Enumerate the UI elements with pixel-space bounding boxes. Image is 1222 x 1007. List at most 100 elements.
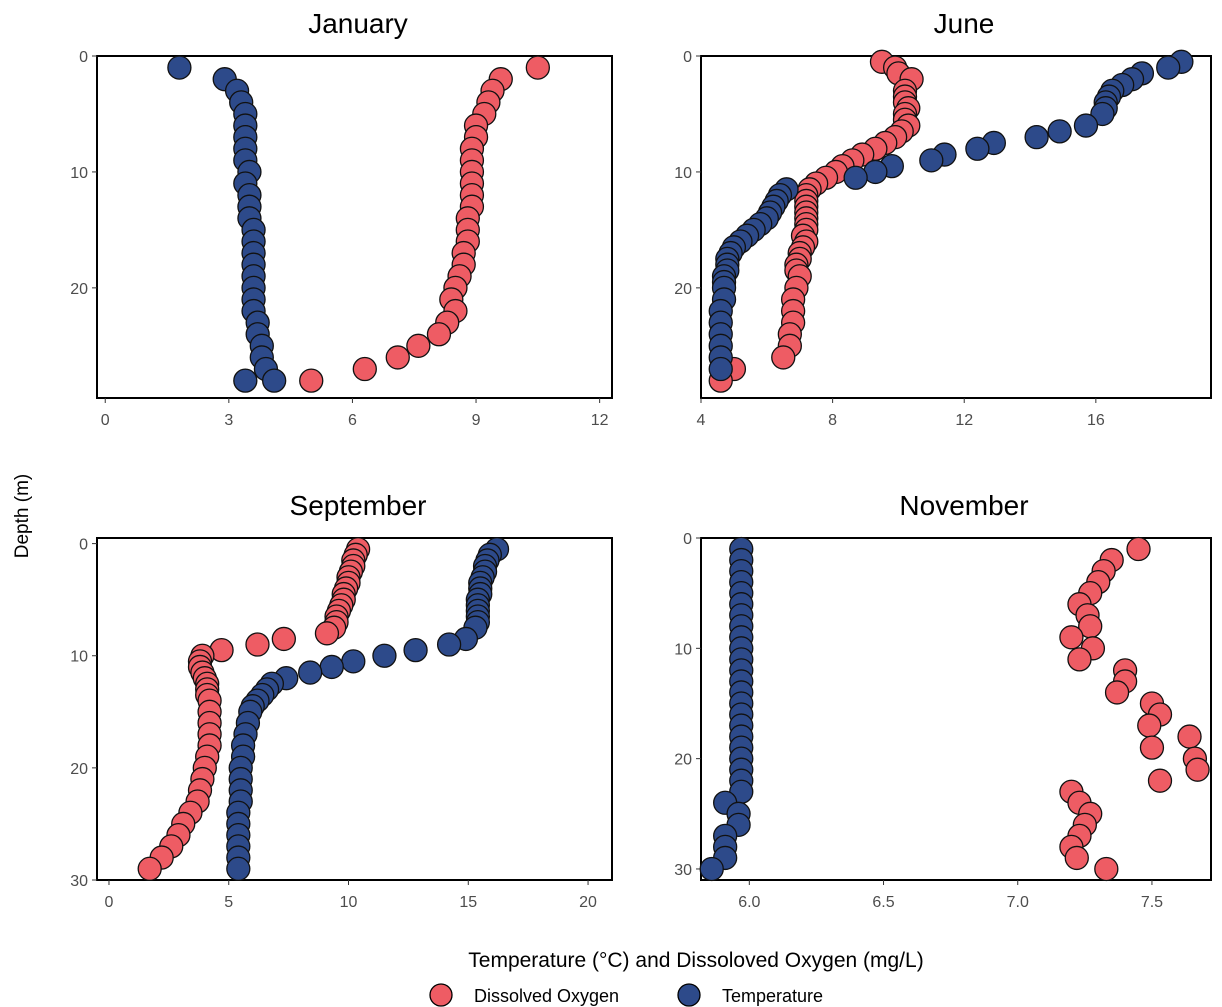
panel-title-november: November — [899, 490, 1028, 521]
data-point-dissolved-oxygen — [426, 322, 452, 347]
data-point-dissolved-oxygen — [1126, 536, 1151, 562]
x-tick-label: 4 — [697, 412, 706, 429]
legend-key-dissolved-oxygen — [429, 983, 453, 1007]
data-point-dissolved-oxygen — [1185, 757, 1210, 782]
series-temperature-november — [699, 536, 754, 882]
x-tick-label: 0 — [101, 412, 110, 429]
panel-title-september: September — [290, 490, 427, 521]
x-axis-label: Temperature (°C) and Dissoloved Oxygen (… — [468, 949, 923, 972]
data-point-temperature — [1156, 55, 1181, 80]
data-point-temperature — [843, 165, 868, 190]
data-point-dissolved-oxygen — [1094, 856, 1119, 882]
series-temperature-june — [708, 49, 1194, 382]
y-tick-label: 30 — [70, 873, 88, 890]
panel-january: January 0 3 6 9 12 0 10 20 — [70, 8, 613, 429]
legend-label-temperature: Temperature — [722, 986, 823, 1006]
data-point-temperature — [403, 637, 428, 663]
data-point-temperature — [262, 368, 287, 393]
series-temperature-september — [226, 537, 510, 881]
x-tick-label: 8 — [828, 412, 837, 429]
series-dissolved-oxygen-september — [137, 537, 371, 881]
panel-title-june: June — [934, 8, 995, 39]
y-tick-label: 0 — [683, 49, 692, 66]
data-point-temperature — [1090, 101, 1115, 127]
x-tick-label: 15 — [459, 894, 477, 911]
data-point-temperature — [233, 368, 258, 393]
y-tick-label: 10 — [70, 165, 88, 182]
data-point-dissolved-oxygen — [1137, 713, 1162, 738]
panel-june: June 4 8 12 16 0 10 20 — [674, 8, 1212, 429]
data-point-dissolved-oxygen — [1147, 768, 1173, 793]
data-point-dissolved-oxygen — [1104, 680, 1130, 705]
data-point-dissolved-oxygen — [1067, 647, 1092, 672]
x-tick-label: 6 — [348, 412, 357, 429]
x-tick-label: 6.5 — [872, 894, 894, 911]
data-point-dissolved-oxygen — [406, 333, 431, 358]
legend-key-temperature — [677, 983, 701, 1007]
data-point-temperature — [372, 643, 397, 668]
y-tick-label: 10 — [674, 641, 692, 658]
y-tick-label: 20 — [70, 761, 88, 778]
x-tick-label: 0 — [105, 894, 114, 911]
x-tick-label: 3 — [224, 412, 233, 429]
y-tick-label: 20 — [674, 752, 692, 769]
data-point-dissolved-oxygen — [525, 55, 550, 80]
data-point-temperature — [708, 356, 733, 382]
data-point-dissolved-oxygen — [299, 368, 324, 393]
y-tick-label: 20 — [70, 281, 88, 298]
x-tick-label: 20 — [579, 894, 597, 911]
data-point-temperature — [226, 856, 251, 881]
data-point-temperature — [167, 55, 192, 80]
y-tick-label: 0 — [683, 531, 692, 548]
data-point-dissolved-oxygen — [1139, 735, 1165, 760]
data-point-temperature — [1024, 125, 1049, 150]
data-point-dissolved-oxygen — [1064, 845, 1089, 871]
data-point-temperature — [1073, 113, 1099, 138]
y-axis-label: Depth (m) — [12, 474, 33, 558]
legend: Dissolved Oxygen Temperature — [429, 983, 823, 1007]
x-tick-label: 7.5 — [1141, 894, 1163, 911]
data-point-dissolved-oxygen — [271, 626, 296, 652]
legend-label-dissolved-oxygen: Dissolved Oxygen — [474, 986, 619, 1006]
panel-september: September 0 5 10 15 20 0 10 20 30 — [70, 490, 613, 911]
data-point-dissolved-oxygen — [245, 632, 270, 657]
y-tick-label: 10 — [674, 165, 692, 182]
data-point-temperature — [298, 660, 323, 685]
data-point-dissolved-oxygen — [137, 856, 162, 881]
y-tick-label: 20 — [674, 281, 692, 298]
panel-frame-november — [700, 537, 1212, 881]
series-temperature-january — [167, 55, 287, 393]
data-point-dissolved-oxygen — [385, 345, 410, 370]
data-point-temperature — [341, 649, 366, 674]
x-tick-label: 5 — [224, 894, 233, 911]
data-point-dissolved-oxygen — [352, 356, 377, 382]
data-point-temperature — [919, 148, 944, 173]
data-point-temperature — [319, 654, 344, 680]
y-tick-label: 0 — [79, 49, 88, 66]
y-tick-label: 30 — [674, 862, 692, 879]
series-dissolved-oxygen-november — [1059, 536, 1210, 882]
x-tick-label: 10 — [340, 894, 358, 911]
x-tick-label: 9 — [472, 412, 481, 429]
data-point-temperature — [436, 632, 462, 657]
data-point-dissolved-oxygen — [1059, 625, 1084, 650]
y-tick-label: 0 — [79, 537, 88, 554]
y-tick-label: 10 — [70, 649, 88, 666]
series-dissolved-oxygen-june — [708, 49, 924, 393]
x-tick-label: 12 — [955, 412, 973, 429]
panel-frame-january — [96, 55, 613, 399]
x-tick-label: 7.0 — [1007, 894, 1029, 911]
data-point-temperature — [699, 856, 724, 882]
data-point-temperature — [965, 136, 990, 161]
x-tick-label: 16 — [1087, 412, 1105, 429]
panel-title-january: January — [308, 8, 408, 39]
data-point-dissolved-oxygen — [314, 621, 340, 646]
panel-frame-june — [700, 55, 1212, 399]
data-point-temperature — [1047, 119, 1072, 144]
data-point-dissolved-oxygen — [771, 345, 796, 370]
x-tick-label: 12 — [591, 412, 609, 429]
panel-november: November 6.0 6.5 7.0 7.5 0 10 20 30 — [674, 490, 1212, 911]
data-point-dissolved-oxygen — [1177, 724, 1202, 749]
